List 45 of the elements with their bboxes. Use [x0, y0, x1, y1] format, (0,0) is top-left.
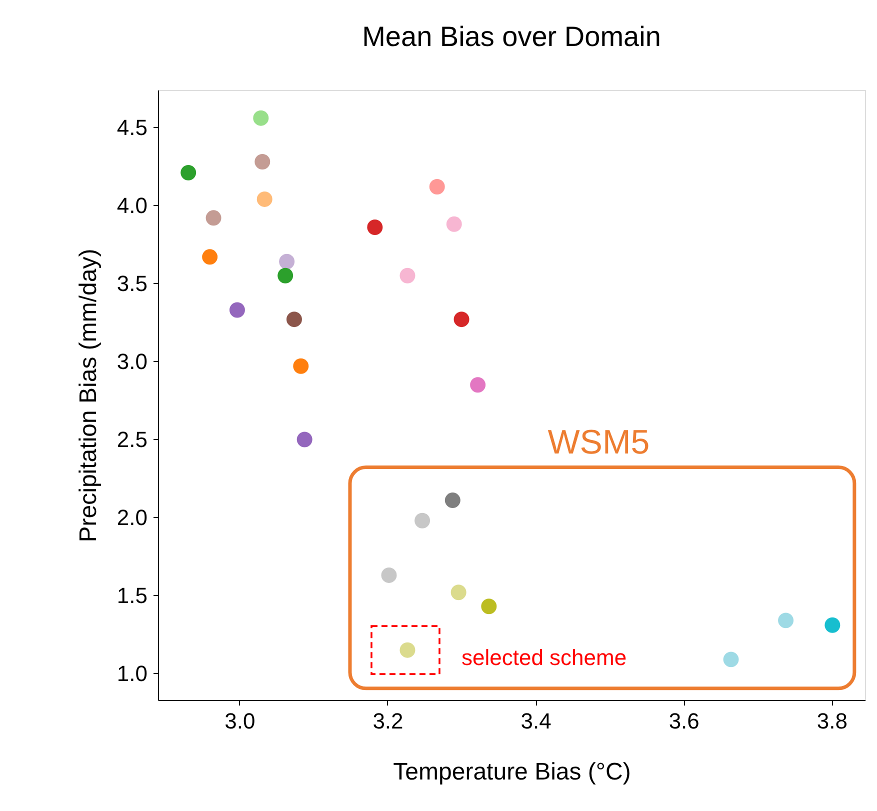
x-tick-label: 3.0	[224, 708, 256, 734]
x-axis-title: Temperature Bias (°C)	[393, 758, 631, 786]
point	[824, 617, 840, 633]
point	[253, 110, 269, 126]
point	[180, 164, 196, 180]
point	[206, 210, 222, 226]
y-axis-title: Precipitation Bias (mm/day)	[74, 248, 102, 542]
point	[286, 312, 302, 328]
x-tick-label: 3.6	[668, 708, 700, 734]
point	[778, 612, 794, 628]
annotation: selected scheme	[461, 645, 627, 670]
point	[229, 302, 245, 318]
y-tick-label: 1.0	[116, 660, 148, 686]
x-tick-label: 3.2	[372, 708, 404, 734]
point	[446, 216, 462, 232]
y-tick-label: 2.5	[116, 426, 148, 452]
point	[278, 268, 294, 284]
y-tick-label: 3.0	[116, 348, 148, 374]
point	[444, 492, 460, 508]
y-tick-label: 2.0	[116, 504, 148, 530]
y-tick-label: 4.0	[116, 192, 148, 218]
point	[450, 584, 466, 600]
point	[481, 598, 497, 614]
point	[414, 512, 430, 528]
point	[429, 178, 445, 194]
point	[381, 567, 397, 583]
point	[454, 312, 470, 328]
annotation: WSM5	[548, 423, 650, 462]
point	[367, 220, 383, 236]
point	[293, 358, 309, 374]
point	[254, 154, 270, 170]
x-tick-label: 3.4	[520, 708, 552, 734]
y-tick-label: 3.5	[116, 270, 148, 296]
point	[202, 249, 218, 265]
chart-title: Mean Bias over Domain	[362, 21, 661, 52]
point	[400, 642, 416, 658]
y-tick-label: 4.5	[116, 114, 148, 140]
x-tick-label: 3.8	[816, 708, 848, 734]
point	[470, 377, 486, 393]
point	[723, 652, 739, 668]
point	[256, 191, 272, 207]
point	[279, 254, 295, 270]
point	[400, 268, 416, 284]
y-tick-label: 1.5	[116, 582, 148, 608]
point	[296, 432, 312, 448]
